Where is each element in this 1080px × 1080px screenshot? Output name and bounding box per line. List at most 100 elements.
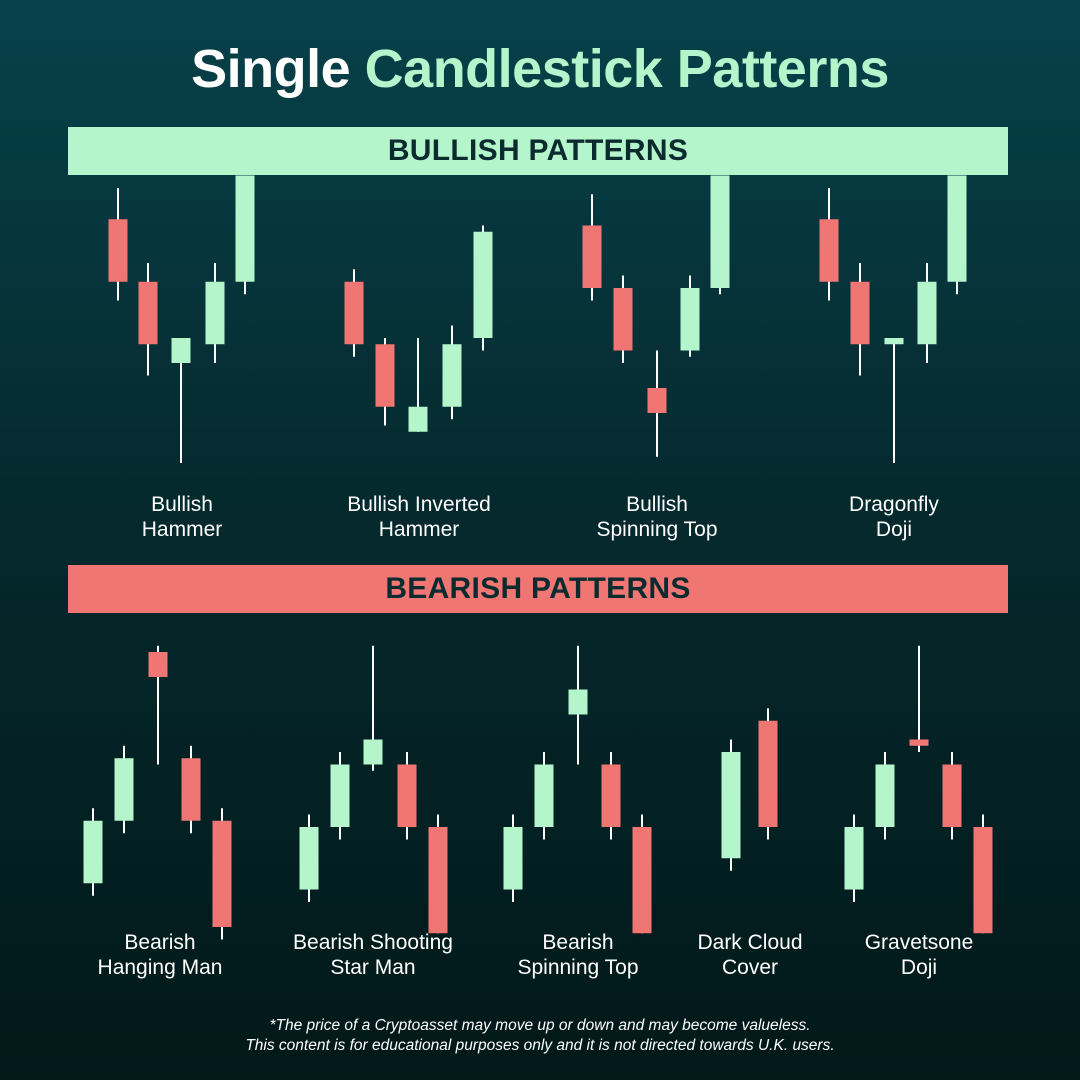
label-line: Doji <box>900 956 938 979</box>
label-bullish-spinning-top: Bullish Spinning Top <box>547 492 767 542</box>
candle-body <box>680 288 700 351</box>
candle-body <box>108 219 128 282</box>
candle-body <box>375 344 395 407</box>
disclaimer-line: This content is for educational purposes… <box>245 1037 835 1054</box>
bullish-candle <box>534 752 554 840</box>
chart-dragonfly-doji <box>819 175 967 463</box>
candle-body <box>83 820 103 884</box>
candle-body <box>582 225 602 288</box>
bearish-candle <box>108 188 128 301</box>
candle-body <box>171 338 191 363</box>
bearish-candle <box>582 194 602 301</box>
bullish-candle <box>408 338 428 432</box>
bullish-candle <box>875 752 895 840</box>
label-line: Bullish Inverted <box>347 493 491 516</box>
candle-body <box>148 652 168 677</box>
bullish-candle <box>884 338 904 463</box>
chart-gravetsone-doji <box>844 645 993 934</box>
chart-bullish-inverted-hammer <box>344 225 493 432</box>
bullish-candle <box>947 175 967 295</box>
candle-body <box>299 827 319 890</box>
candle-body <box>721 752 741 859</box>
label-line: Doji <box>875 518 913 541</box>
disclaimer-line: *The price of a Cryptoasset may move up … <box>269 1017 811 1034</box>
bullish-candle <box>721 739 741 871</box>
candle-body <box>973 827 993 934</box>
candle-body <box>205 281 225 345</box>
bearish-candle <box>181 745 201 834</box>
candle-body <box>632 827 652 934</box>
bullish-candle <box>299 814 319 902</box>
label-line: Cover <box>721 956 779 979</box>
label-line: Bearish <box>542 931 614 954</box>
bullish-candle <box>568 645 588 765</box>
candle-body <box>947 175 967 282</box>
bearish-candle <box>148 645 168 765</box>
bearish-candle <box>344 269 364 357</box>
label-line: Bullish <box>151 493 213 516</box>
label-line: Gravetsone <box>864 931 974 954</box>
bearish-candle <box>973 814 993 934</box>
bullish-candle <box>114 745 134 834</box>
chart-bullish-hammer <box>108 175 255 463</box>
bearish-candle <box>850 263 870 376</box>
bullish-candle <box>844 814 864 902</box>
bullish-candle <box>235 175 255 295</box>
candle-body <box>942 764 962 827</box>
bearish-candle <box>942 752 962 840</box>
candle-body <box>503 827 523 890</box>
bullish-candle <box>503 814 523 902</box>
candle-body <box>710 175 730 288</box>
candle-body <box>613 288 633 351</box>
candle-body <box>875 764 895 827</box>
candle-body <box>647 388 667 413</box>
label-line: Spinning Top <box>517 956 639 979</box>
bullish-candle <box>171 338 191 463</box>
chart-bearish-hanging-man <box>83 645 232 940</box>
candle-body <box>850 281 870 345</box>
candle-body <box>909 739 929 746</box>
candle-body <box>844 827 864 890</box>
candle-body <box>473 231 493 338</box>
bearish-heading: BEARISH PATTERNS <box>385 572 691 605</box>
chart-bearish-shooting-star-man <box>299 645 448 934</box>
chart-bearish-spinning-top <box>503 645 652 934</box>
candle-body <box>138 281 158 345</box>
bearish-banner: BEARISH PATTERNS <box>68 565 1008 613</box>
candle-body <box>114 758 134 821</box>
candle-body <box>819 219 839 282</box>
bearish-candle <box>758 708 778 840</box>
label-bullish-hammer: Bullish Hammer <box>72 492 292 542</box>
candle-body <box>917 281 937 345</box>
candle-body <box>363 739 383 765</box>
bearish-candle <box>428 814 448 934</box>
bullish-candle <box>473 225 493 351</box>
label-line: Bearish <box>124 931 196 954</box>
label-line: Hanging Man <box>97 956 223 979</box>
candle-body <box>397 764 417 827</box>
candle-body <box>442 344 462 407</box>
label-line: Hammer <box>378 518 460 541</box>
label-bearish-hanging-man: Bearish Hanging Man <box>50 930 270 980</box>
candle-body <box>568 689 588 715</box>
bearish-candle <box>647 350 667 457</box>
bearish-candle <box>375 338 395 426</box>
label-bearish-shooting-star: Bearish Shooting Star Man <box>263 930 483 980</box>
bearish-candle <box>601 752 621 840</box>
bullish-candle <box>205 263 225 363</box>
candle-body <box>884 338 904 345</box>
bearish-candle <box>819 188 839 301</box>
disclaimer: *The price of a Cryptoasset may move up … <box>0 1016 1080 1056</box>
bullish-candle <box>917 263 937 363</box>
bearish-candle <box>212 808 232 940</box>
candle-body <box>408 406 428 432</box>
bearish-candle <box>632 814 652 934</box>
label-gravestone-doji: Gravetsone Doji <box>809 930 1029 980</box>
bullish-banner: BULLISH PATTERNS <box>68 127 1008 175</box>
label-line: Bearish Shooting <box>293 931 453 954</box>
bullish-candle <box>363 645 383 771</box>
bullish-candle <box>442 325 462 420</box>
bearish-candle <box>138 263 158 376</box>
